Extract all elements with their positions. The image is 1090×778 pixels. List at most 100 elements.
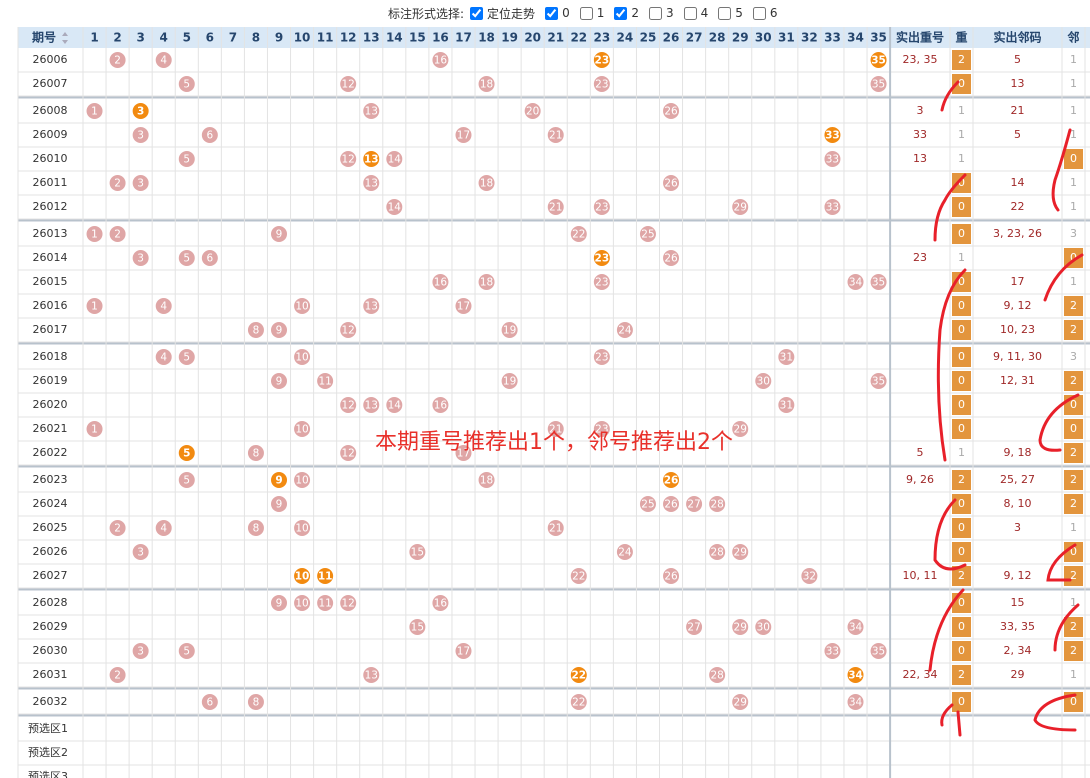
count: 0 bbox=[1070, 398, 1077, 411]
checkbox[interactable] bbox=[683, 6, 697, 20]
ball-number: 18 bbox=[480, 178, 493, 190]
issue: 26016 bbox=[33, 299, 68, 312]
issue: 26028 bbox=[33, 596, 68, 609]
checkbox-option[interactable]: 4 bbox=[678, 6, 708, 20]
ball bbox=[524, 103, 541, 119]
ball bbox=[870, 643, 887, 659]
checkbox-option[interactable]: 定位走势 bbox=[464, 5, 535, 22]
checkbox-option[interactable]: 5 bbox=[712, 6, 743, 20]
ball bbox=[732, 199, 749, 215]
ball bbox=[432, 52, 449, 68]
issue: 26024 bbox=[33, 497, 68, 510]
ball bbox=[778, 397, 795, 413]
ball bbox=[109, 226, 126, 242]
count-bg bbox=[1064, 320, 1083, 340]
count: 1 bbox=[1070, 668, 1077, 681]
control-bar: 标注形式选择: 定位走势 0 1 2 3 4 5 6 bbox=[0, 0, 1090, 27]
ball bbox=[870, 274, 887, 290]
ball bbox=[732, 619, 749, 635]
ball-number: 12 bbox=[342, 400, 355, 412]
count: 1 bbox=[958, 251, 965, 264]
ball-number: 26 bbox=[664, 253, 678, 265]
ball-number: 10 bbox=[295, 301, 308, 313]
issue: 26023 bbox=[33, 473, 68, 486]
ball bbox=[432, 595, 449, 611]
ball-number: 2 bbox=[114, 229, 121, 241]
ball-number: 20 bbox=[526, 106, 539, 118]
checkbox[interactable] bbox=[470, 6, 484, 20]
ball bbox=[340, 595, 357, 611]
ball bbox=[663, 103, 680, 119]
ball bbox=[109, 667, 126, 683]
ball bbox=[363, 667, 380, 683]
issue: 26029 bbox=[33, 620, 68, 633]
checkbox-option[interactable]: 3 bbox=[643, 6, 674, 20]
checkbox-option[interactable]: 2 bbox=[608, 6, 639, 20]
ball-number: 22 bbox=[572, 697, 585, 709]
ball-number: 3 bbox=[137, 547, 144, 559]
header-number: 17 bbox=[455, 31, 472, 45]
ball-number: 2 bbox=[114, 670, 121, 682]
ball bbox=[616, 322, 633, 338]
ball bbox=[847, 274, 864, 290]
ball bbox=[340, 397, 357, 413]
ball-number: 12 bbox=[342, 325, 355, 337]
header-number: 19 bbox=[501, 31, 518, 45]
ball-number: 8 bbox=[253, 325, 260, 337]
ball-number: 34 bbox=[848, 670, 863, 682]
checkbox[interactable] bbox=[648, 6, 662, 20]
issue: 26010 bbox=[33, 152, 68, 165]
count-bg bbox=[1064, 470, 1083, 490]
count: 0 bbox=[958, 497, 965, 510]
sort-icon[interactable] bbox=[62, 32, 68, 44]
checkbox[interactable] bbox=[614, 6, 628, 20]
header-number: 28 bbox=[709, 31, 726, 45]
header-number: 2 bbox=[113, 31, 121, 45]
ball-number: 16 bbox=[434, 277, 448, 289]
ball-number: 31 bbox=[780, 400, 793, 412]
checkbox-label: 3 bbox=[665, 6, 674, 20]
ball-number: 10 bbox=[295, 571, 310, 583]
ball bbox=[639, 496, 656, 512]
ball-number: 24 bbox=[618, 325, 632, 337]
header-neighbor-count: 邻 bbox=[1066, 30, 1079, 45]
issue: 26018 bbox=[33, 350, 68, 363]
ball bbox=[132, 250, 149, 266]
ball bbox=[870, 373, 887, 389]
ball-number: 4 bbox=[160, 55, 167, 67]
ball bbox=[709, 667, 726, 683]
issue: 26020 bbox=[33, 398, 68, 411]
checkbox-option[interactable]: 0 bbox=[539, 6, 570, 20]
ball bbox=[593, 76, 610, 92]
ball-number: 13 bbox=[364, 154, 379, 166]
issue: 26032 bbox=[33, 695, 68, 708]
checkbox-option[interactable]: 1 bbox=[574, 6, 604, 20]
ball bbox=[478, 472, 495, 488]
count: 2 bbox=[1070, 569, 1077, 582]
count-bg bbox=[952, 566, 971, 586]
ball bbox=[455, 643, 472, 659]
count-bg bbox=[952, 320, 971, 340]
ball bbox=[847, 667, 864, 683]
count: 0 bbox=[1070, 251, 1077, 264]
checkbox[interactable] bbox=[579, 6, 593, 20]
ball-number: 19 bbox=[503, 325, 516, 337]
ball-number: 1 bbox=[91, 229, 98, 241]
count: 0 bbox=[958, 644, 965, 657]
count: 3 bbox=[1070, 227, 1077, 240]
ball bbox=[363, 397, 380, 413]
ball-number: 18 bbox=[480, 79, 493, 91]
neighbor-numbers: 22 bbox=[1011, 200, 1025, 213]
ball bbox=[271, 322, 288, 338]
ball bbox=[294, 421, 311, 437]
count-bg bbox=[1064, 419, 1083, 439]
checkbox-option[interactable]: 6 bbox=[747, 6, 778, 20]
neighbor-numbers: 33, 35 bbox=[1000, 620, 1035, 633]
checkbox[interactable] bbox=[545, 6, 559, 20]
checkbox[interactable] bbox=[718, 6, 732, 20]
ball-number: 14 bbox=[388, 154, 402, 166]
header-number: 6 bbox=[206, 31, 214, 45]
header-number: 34 bbox=[847, 31, 864, 45]
repeat-numbers: 3 bbox=[917, 104, 924, 117]
checkbox[interactable] bbox=[752, 6, 766, 20]
